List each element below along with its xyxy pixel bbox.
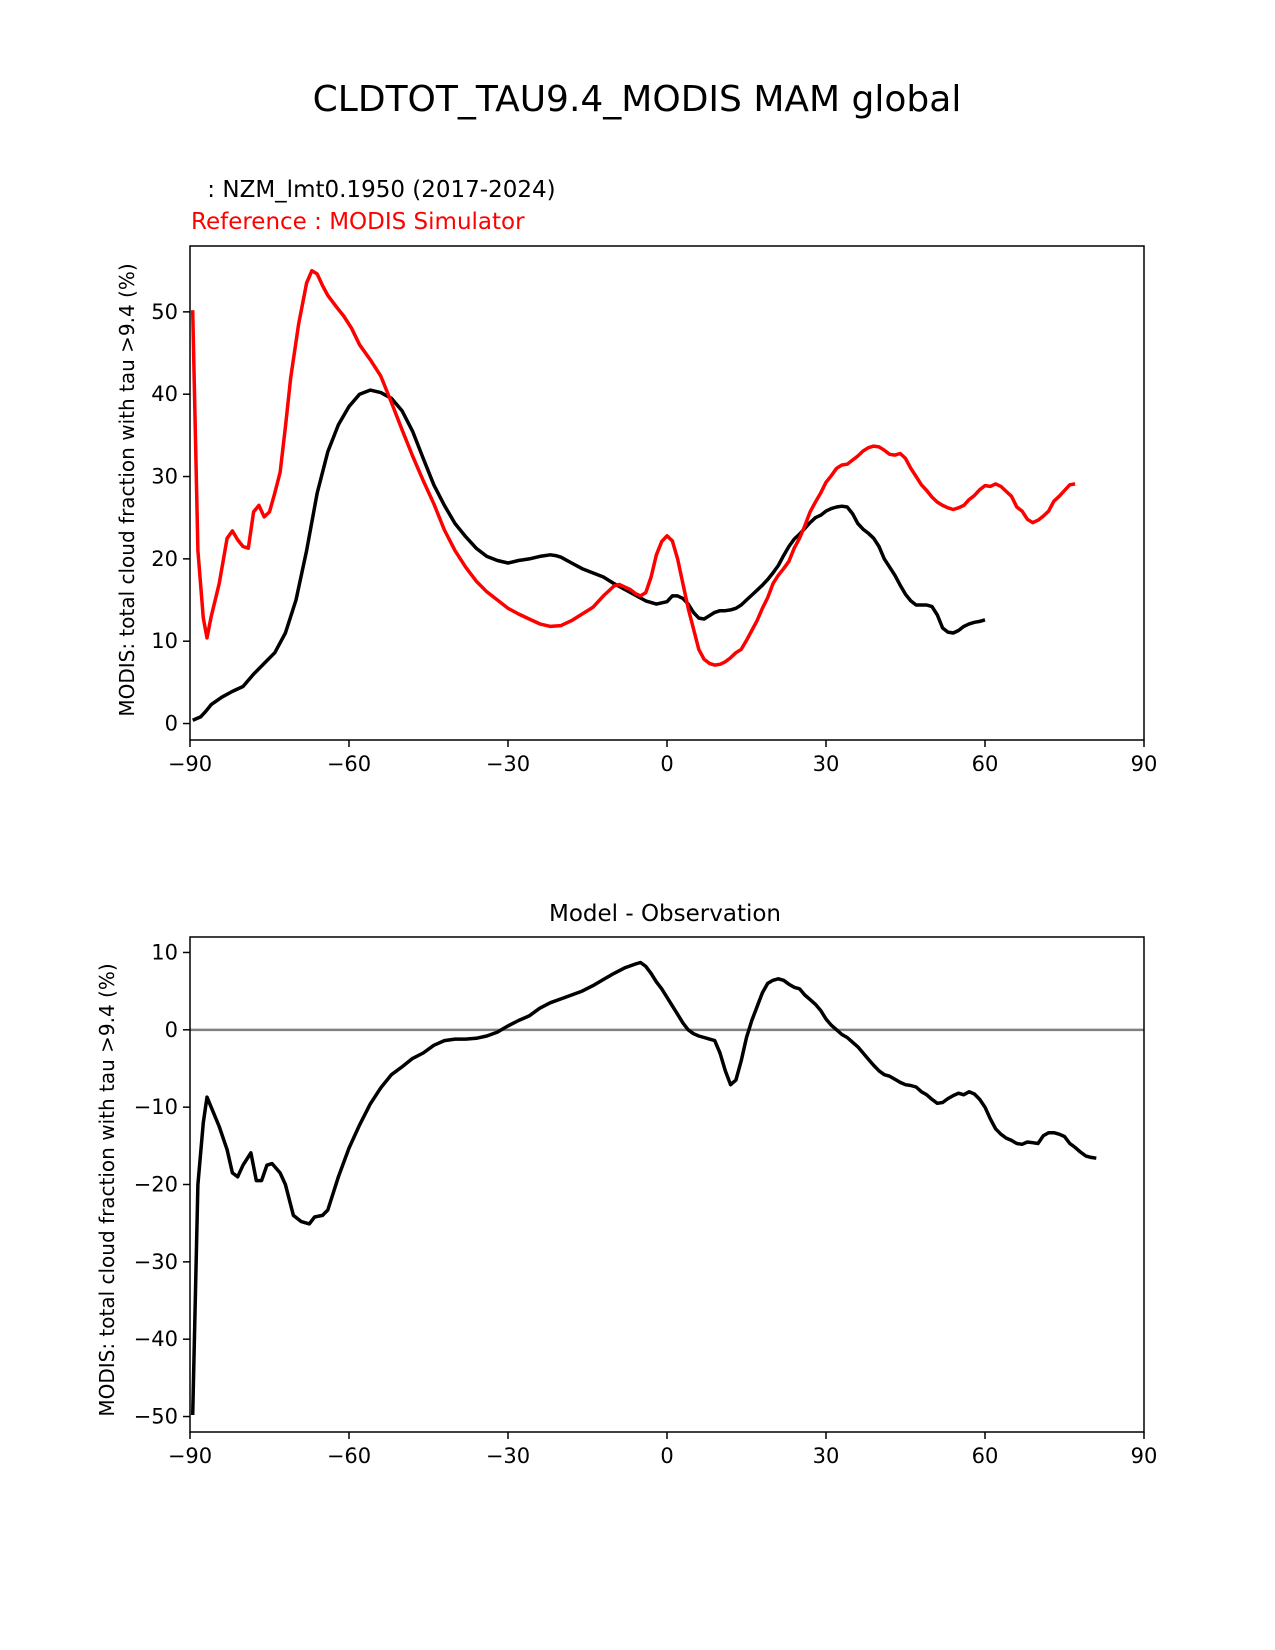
bottom-y-tick-label: −50 xyxy=(134,1405,178,1429)
bottom-y-tick-label: −40 xyxy=(134,1327,178,1351)
bottom-x-tick-label: −90 xyxy=(168,1444,212,1468)
top-y-tick-label: 20 xyxy=(151,547,178,571)
bottom-y-axis-label: MODIS: total cloud fraction with tau >9.… xyxy=(95,963,119,1416)
top-x-tick-label: 90 xyxy=(1131,752,1158,776)
bottom-y-tick-label: 0 xyxy=(165,1018,178,1042)
bottom-x-tick-label: −30 xyxy=(486,1444,530,1468)
model-legend-label: : NZM_lmt0.1950 (2017-2024) xyxy=(200,177,556,203)
top-plot-frame xyxy=(189,245,1145,741)
top-line-chart: MODIS: total cloud fraction with tau >9.… xyxy=(115,245,1158,776)
top-y-tick-label: 10 xyxy=(151,629,178,653)
bottom-y-tick-label: −30 xyxy=(134,1250,178,1274)
top-y-tick-label: 30 xyxy=(151,465,178,489)
bottom-plot-frame xyxy=(189,936,1145,1433)
figure-suptitle: CLDTOT_TAU9.4_MODIS MAM global xyxy=(313,79,962,120)
top-y-tick-label: 40 xyxy=(151,382,178,406)
reference-legend-label: Reference : MODIS Simulator xyxy=(191,209,525,235)
bottom-x-tick-label: 30 xyxy=(813,1444,840,1468)
top-series-line-reference xyxy=(190,268,1076,667)
top-y-axis-label: MODIS: total cloud fraction with tau >9.… xyxy=(115,263,139,716)
top-x-tick-label: 30 xyxy=(813,752,840,776)
bottom-x-tick-label: 60 xyxy=(972,1444,999,1468)
top-x-tick-label: −90 xyxy=(168,752,212,776)
bottom-y-tick-label: −20 xyxy=(134,1173,178,1197)
bottom-difference-chart: Model - Observation MODIS: total cloud f… xyxy=(95,901,1157,1468)
top-series-line-model xyxy=(192,388,986,722)
bottom-x-tick-label: 0 xyxy=(660,1444,673,1468)
top-x-tick-label: 0 xyxy=(660,752,673,776)
top-y-tick-label: 50 xyxy=(151,300,178,324)
bottom-chart-title: Model - Observation xyxy=(549,901,781,927)
top-x-tick-label: 60 xyxy=(972,752,999,776)
bottom-x-tick-label: 90 xyxy=(1131,1444,1158,1468)
bottom-y-tick-label: −10 xyxy=(134,1095,178,1119)
top-y-tick-label: 0 xyxy=(165,712,178,736)
bottom-y-tick-label: 10 xyxy=(151,940,178,964)
top-x-tick-label: −60 xyxy=(327,752,371,776)
bottom-series-line-difference xyxy=(190,960,1097,1416)
bottom-x-tick-label: −60 xyxy=(327,1444,371,1468)
top-x-tick-label: −30 xyxy=(486,752,530,776)
